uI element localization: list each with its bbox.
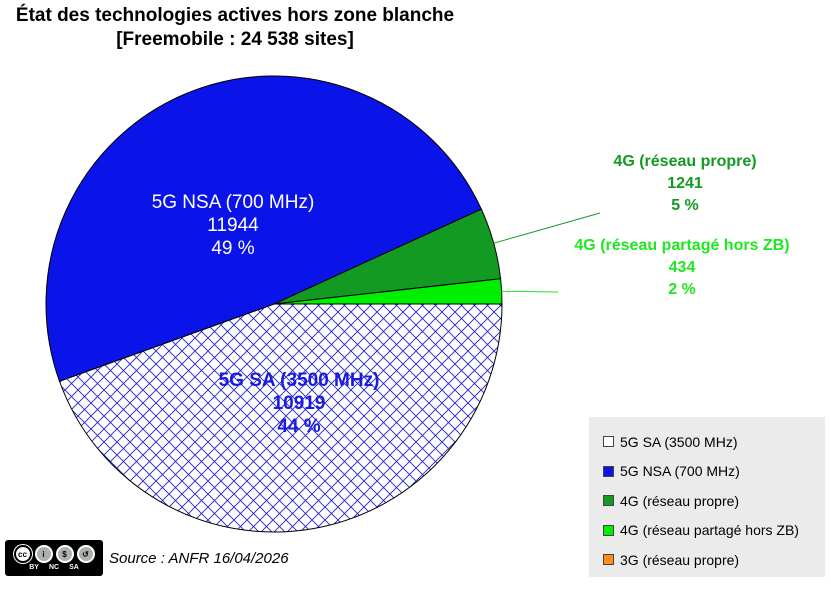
cc-sa-icon: ↺ xyxy=(76,545,95,563)
chart-title: État des technologies actives hors zone … xyxy=(0,4,470,52)
legend-swatch xyxy=(603,495,614,507)
cc-logo-icon: cc xyxy=(13,545,32,563)
slice-label-3-1: 434 xyxy=(669,259,696,276)
slice-label-2-1: 1241 xyxy=(667,175,703,192)
legend-item: 3G (réseau propre) xyxy=(603,545,825,575)
legend-label: 5G SA (3500 MHz) xyxy=(620,433,738,450)
legend-item: 5G NSA (700 MHz) xyxy=(603,457,825,487)
legend-label: 5G NSA (700 MHz) xyxy=(620,463,740,480)
cc-tag: NC xyxy=(48,564,60,571)
legend-swatch xyxy=(603,554,614,566)
slice-label-0-1: 10919 xyxy=(273,393,326,414)
chart-title-line1: État des technologies actives hors zone … xyxy=(15,5,455,26)
slice-label-3-2: 2 % xyxy=(668,281,696,298)
legend-item: 4G (réseau propre) xyxy=(603,486,825,516)
legend-label: 4G (réseau propre) xyxy=(620,492,740,509)
legend-swatch xyxy=(603,436,614,448)
slice-label-2-2: 5 % xyxy=(671,197,699,214)
legend-swatch xyxy=(603,524,614,536)
legend-item: 5G SA (3500 MHz) xyxy=(603,427,825,457)
slice-label-0-2: 44 % xyxy=(277,416,320,437)
chart-legend: 5G SA (3500 MHz) 5G NSA (700 MHz) 4G (rése… xyxy=(589,417,825,577)
legend-label: 4G (réseau partagé hors ZB) xyxy=(620,522,799,539)
slice-label-0-0: 5G SA (3500 MHz) xyxy=(219,370,380,391)
footer: cc i $ ↺ BY NC SA Source : ANFR 16/04/20… xyxy=(5,540,289,576)
slice-label-2-0: 4G (réseau propre) xyxy=(613,153,756,170)
slice-label-1-2: 49 % xyxy=(211,238,254,259)
cc-by-icon: i xyxy=(34,545,53,563)
slice-label-3-0: 4G (réseau partagé hors ZB) xyxy=(574,237,789,254)
cc-tag: BY xyxy=(29,564,39,571)
cc-nc-icon: $ xyxy=(55,545,74,563)
legend-swatch xyxy=(603,465,614,477)
legend-item: 4G (réseau partagé hors ZB) xyxy=(603,516,825,546)
callout-line-2 xyxy=(493,212,601,244)
pie-slice-1 xyxy=(45,75,483,382)
cc-tag: SA xyxy=(69,564,79,571)
source-note: Source : ANFR 16/04/2026 xyxy=(109,549,289,567)
cc-license-badge: cc i $ ↺ BY NC SA xyxy=(5,540,103,576)
pie-slice-0 xyxy=(58,303,503,533)
callout-line-3 xyxy=(501,290,559,293)
legend-label: 3G (réseau propre) xyxy=(620,551,740,568)
chart-title-line2: [Freemobile : 24 538 sites] xyxy=(116,29,354,50)
slice-label-1-0: 5G NSA (700 MHz) xyxy=(152,192,315,213)
slice-label-1-1: 11944 xyxy=(207,215,259,236)
